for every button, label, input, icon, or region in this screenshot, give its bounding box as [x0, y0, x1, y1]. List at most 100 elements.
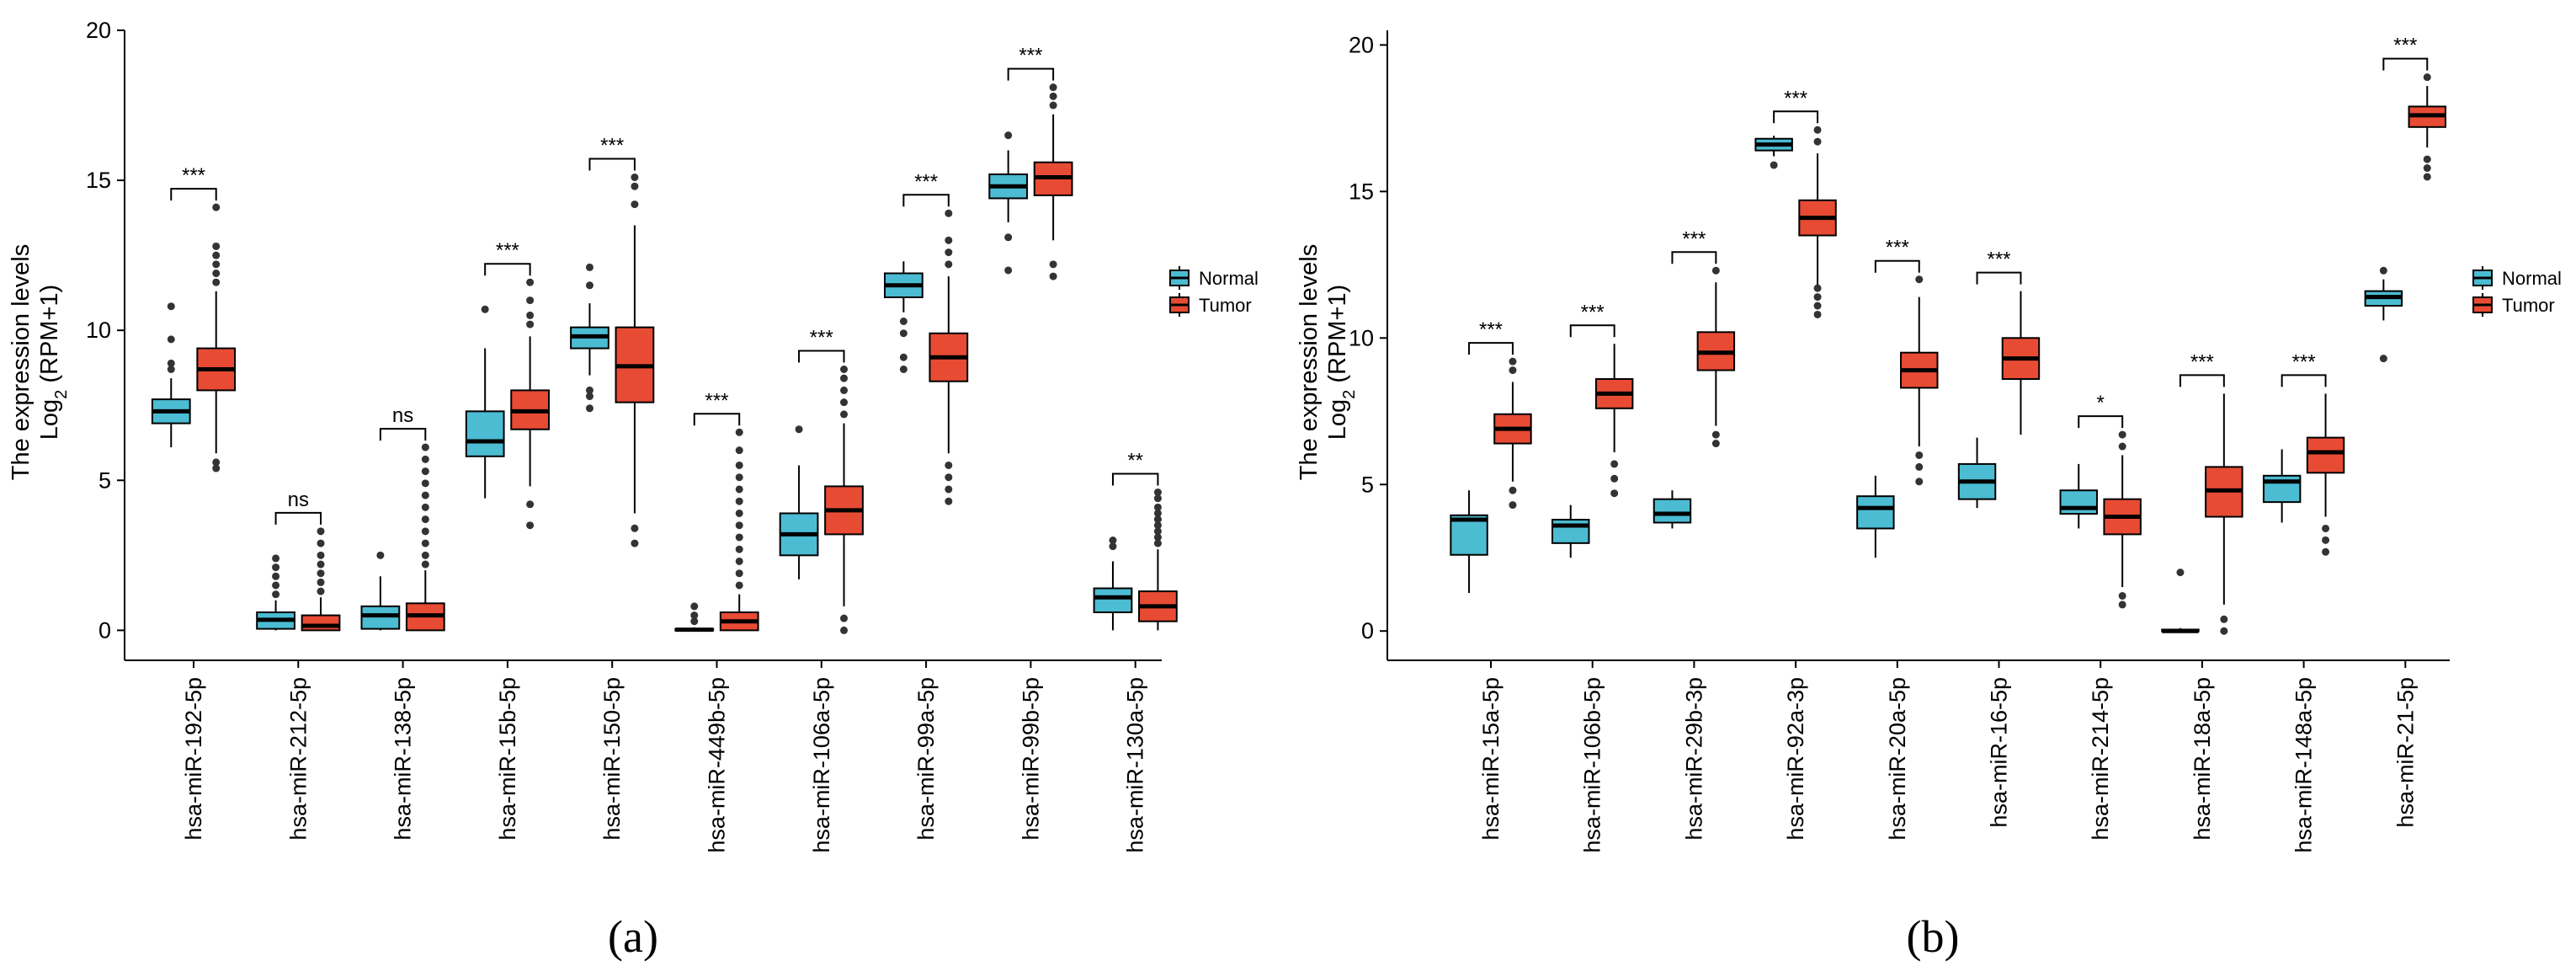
- outlier-point: [945, 236, 953, 244]
- y-tick-label: 5: [98, 467, 111, 493]
- outlier-point: [272, 563, 280, 572]
- outlier-point: [1770, 161, 1778, 169]
- outlier-point: [735, 533, 743, 542]
- significance-label: ***: [1581, 301, 1605, 323]
- outlier-point: [272, 572, 280, 580]
- outlier-point: [1711, 430, 1720, 439]
- tumor-box: [2306, 393, 2345, 556]
- outlier-point: [376, 551, 385, 559]
- outlier-point: [585, 263, 593, 271]
- iqr-box: [2059, 489, 2098, 515]
- x-tick-label: hsa-miR-212-5p: [285, 677, 311, 841]
- x-tick-label: hsa-miR-92a-3p: [1783, 677, 1808, 841]
- outlier-point: [631, 539, 639, 547]
- outlier-point: [2423, 173, 2431, 181]
- outlier-point: [840, 374, 849, 382]
- tumor-box: [1138, 488, 1178, 631]
- outlier-point: [317, 578, 325, 586]
- outlier-point: [1049, 101, 1057, 109]
- outlier-point: [735, 545, 743, 553]
- y-tick-label: 20: [1349, 32, 1374, 57]
- significance-bracket: [170, 188, 217, 201]
- outlier-point: [317, 527, 325, 536]
- x-tick-label: hsa-miR-148a-5p: [2291, 677, 2317, 853]
- outlier-point: [421, 515, 429, 524]
- outlier-point: [212, 458, 221, 467]
- category-group: hsa-miR-15b-5p ***: [465, 239, 550, 841]
- outlier-point: [212, 464, 221, 472]
- outlier-point: [1004, 131, 1013, 140]
- iqr-box: [1551, 519, 1590, 544]
- outlier-point: [1109, 537, 1117, 545]
- outlier-point: [2379, 355, 2387, 363]
- category-group: hsa-miR-214-5p *: [2059, 392, 2142, 841]
- normal-box: [1957, 437, 1997, 509]
- outlier-point: [1509, 501, 1517, 510]
- x-tick-label: hsa-miR-192-5p: [181, 677, 206, 841]
- significance-label: ***: [182, 164, 205, 187]
- category-group: hsa-miR-212-5p ns: [256, 488, 341, 841]
- outlier-point: [421, 455, 429, 463]
- iqr-box: [2306, 436, 2345, 474]
- outlier-point: [945, 461, 953, 469]
- significance-bracket: [1111, 472, 1159, 486]
- tumor-box: [2205, 393, 2243, 635]
- normal-box: [988, 131, 1029, 275]
- category-group: hsa-miR-16-5p ***: [1957, 248, 2041, 828]
- normal-box: [1653, 490, 1692, 529]
- tumor-box: [1696, 266, 1736, 448]
- category-group: hsa-miR-15a-5p ***: [1450, 318, 1532, 841]
- tumor-box: [615, 174, 655, 547]
- outlier-point: [421, 503, 429, 511]
- outlier-point: [272, 581, 280, 590]
- outlier-point: [1610, 460, 1619, 468]
- outlier-point: [631, 174, 639, 182]
- y-tick-label: 0: [1361, 618, 1374, 643]
- tumor-box: [1493, 357, 1532, 510]
- significance-bracket: [2382, 57, 2429, 71]
- panel-label-a: (a): [608, 911, 658, 962]
- y-tick-label: 10: [1349, 325, 1374, 350]
- outlier-point: [631, 524, 639, 532]
- outlier-point: [212, 260, 221, 269]
- category-group: hsa-miR-130a-5p **: [1093, 450, 1178, 853]
- normal-box: [465, 305, 505, 499]
- significance-bracket: [1671, 251, 1717, 264]
- outlier-point: [167, 365, 175, 373]
- outlier-point: [2220, 627, 2228, 635]
- outlier-point: [212, 203, 221, 211]
- outlier-point: [1813, 310, 1822, 318]
- category-group: hsa-miR-138-5p ns: [360, 404, 445, 841]
- iqr-box: [1856, 495, 1895, 530]
- y-axis-label-unit: Log2 (RPM+1): [1324, 285, 1359, 440]
- x-tick-label: hsa-miR-214-5p: [2088, 677, 2113, 841]
- outlier-point: [317, 560, 325, 569]
- normal-box: [1450, 490, 1488, 593]
- normal-box: [256, 554, 295, 631]
- outlier-point: [1813, 302, 1822, 310]
- tumor-box: [824, 365, 864, 634]
- x-tick-label: hsa-miR-106a-5p: [809, 677, 834, 853]
- outlier-point: [526, 500, 535, 509]
- tumor-box: [405, 443, 445, 632]
- outlier-point: [212, 242, 221, 250]
- outlier-point: [1915, 478, 1924, 486]
- legend-label: Tumor: [1199, 295, 1252, 316]
- significance-bracket: [1468, 342, 1514, 355]
- outlier-point: [526, 296, 535, 305]
- outlier-point: [481, 305, 489, 313]
- outlier-point: [421, 527, 429, 536]
- y-tick-label: 5: [1361, 472, 1374, 497]
- significance-label: ***: [705, 389, 728, 412]
- significance-bracket: [588, 157, 636, 171]
- outlier-point: [735, 557, 743, 565]
- significance-label: ***: [1682, 227, 1706, 250]
- category-group: hsa-miR-92a-3p ***: [1754, 87, 1837, 841]
- outlier-point: [795, 425, 803, 434]
- outlier-point: [1153, 494, 1162, 503]
- chart-panel-b: 0 5 10 15 20 The expression levels Log2 (RPM+1…: [1296, 30, 2562, 853]
- outlier-point: [899, 318, 907, 326]
- significance-label: ***: [1987, 248, 2010, 271]
- normal-box: [151, 302, 191, 448]
- outlier-point: [735, 485, 743, 494]
